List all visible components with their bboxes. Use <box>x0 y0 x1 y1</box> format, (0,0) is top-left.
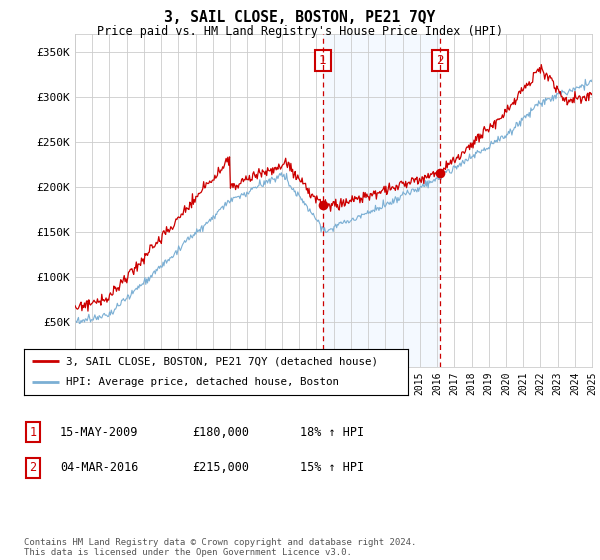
Text: 04-MAR-2016: 04-MAR-2016 <box>60 461 139 474</box>
Text: 3, SAIL CLOSE, BOSTON, PE21 7QY: 3, SAIL CLOSE, BOSTON, PE21 7QY <box>164 10 436 25</box>
Bar <box>323 34 440 367</box>
Text: HPI: Average price, detached house, Boston: HPI: Average price, detached house, Bost… <box>66 377 339 388</box>
Text: 1: 1 <box>29 426 37 439</box>
Text: 1: 1 <box>319 54 326 67</box>
Text: £215,000: £215,000 <box>192 461 249 474</box>
Text: £180,000: £180,000 <box>192 426 249 439</box>
Text: 3, SAIL CLOSE, BOSTON, PE21 7QY (detached house): 3, SAIL CLOSE, BOSTON, PE21 7QY (detache… <box>66 356 378 366</box>
Text: 2: 2 <box>436 54 444 67</box>
Text: 18% ↑ HPI: 18% ↑ HPI <box>300 426 364 439</box>
Text: Contains HM Land Registry data © Crown copyright and database right 2024.
This d: Contains HM Land Registry data © Crown c… <box>24 538 416 557</box>
Text: 2: 2 <box>29 461 37 474</box>
Text: Price paid vs. HM Land Registry's House Price Index (HPI): Price paid vs. HM Land Registry's House … <box>97 25 503 38</box>
Text: 15-MAY-2009: 15-MAY-2009 <box>60 426 139 439</box>
Text: 15% ↑ HPI: 15% ↑ HPI <box>300 461 364 474</box>
